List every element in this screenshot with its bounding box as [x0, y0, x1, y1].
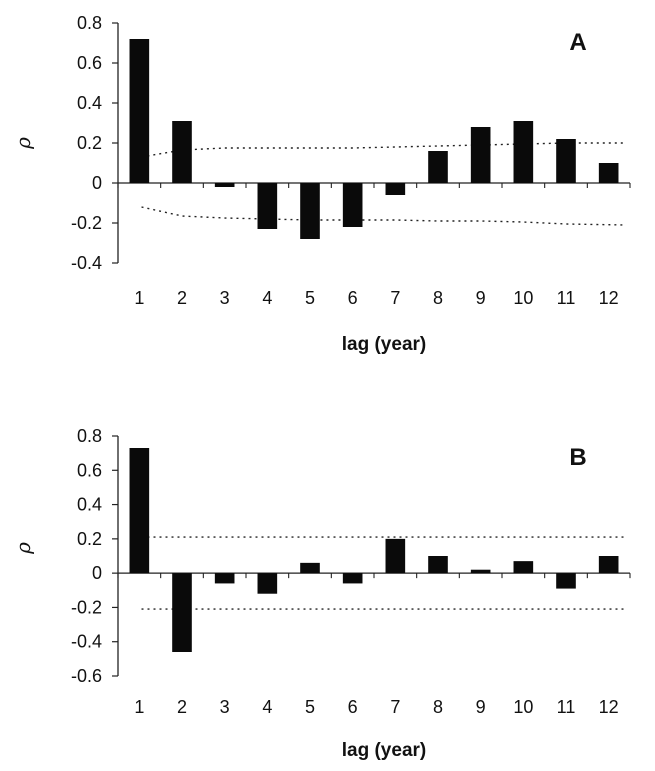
y-tick-label: -0.4 [71, 632, 102, 652]
y-tick-label: 0 [92, 173, 102, 193]
x-tick-label: 11 [557, 288, 576, 308]
x-tick-label: 9 [476, 288, 486, 308]
x-tick-label: 11 [557, 697, 576, 717]
y-tick-label: 0.6 [77, 460, 102, 480]
bar-lag-11 [556, 139, 576, 183]
x-tick-label: 5 [305, 288, 315, 308]
y-tick-label: 0 [92, 563, 102, 583]
bar-lag-8 [428, 556, 448, 574]
x-tick-label: 8 [433, 697, 443, 717]
bar-lag-7 [385, 538, 406, 574]
y-tick-label: 0.8 [77, 13, 102, 33]
y-axis-title: ρ [11, 542, 35, 555]
x-tick-label: 7 [390, 697, 400, 717]
bar-lag-9 [470, 569, 491, 574]
panel-label: B [569, 444, 586, 471]
y-axis-title: ρ [11, 137, 35, 150]
x-tick-label: 10 [513, 288, 533, 308]
bar-lag-6 [342, 573, 363, 584]
x-tick-label: 6 [348, 697, 358, 717]
x-tick-label: 4 [262, 288, 272, 308]
bar-lag-8 [428, 151, 448, 183]
x-tick-label: 1 [134, 288, 144, 308]
x-tick-label: 1 [134, 697, 144, 717]
panel-a: 0.80.60.40.20-0.2-0.41 2 3 4 5 6 7 8 9 10 11 12lag … [11, 13, 631, 355]
x-tick-label: 8 [433, 288, 443, 308]
x-axis-title: lag (year) [342, 740, 426, 761]
bar-lag-12 [598, 556, 619, 574]
bar-lag-4 [257, 573, 278, 594]
x-tick-label: 7 [390, 288, 400, 308]
y-tick-label: -0.2 [71, 213, 102, 233]
y-tick-label: 0.2 [77, 133, 102, 153]
bar-lag-11 [556, 573, 576, 589]
bar-lag-4 [257, 183, 278, 229]
y-tick-label: 0.4 [77, 93, 102, 113]
bar-lag-1 [129, 39, 150, 183]
bar-lag-3 [214, 573, 235, 584]
y-tick-label: 0.6 [77, 53, 102, 73]
y-tick-label: 0.8 [77, 426, 102, 446]
x-tick-label: 3 [220, 288, 230, 308]
x-axis-title: lag (year) [342, 334, 426, 355]
x-tick-label: 9 [476, 697, 486, 717]
y-tick-label: -0.4 [71, 253, 102, 273]
bar-lag-2 [172, 121, 192, 183]
x-tick-label: 6 [348, 288, 358, 308]
panel-label: A [569, 29, 586, 56]
confidence-lower-line [141, 206, 627, 226]
x-tick-label: 5 [305, 697, 315, 717]
x-tick-label: 12 [599, 697, 619, 717]
bar-lag-2 [172, 573, 192, 652]
x-tick-label: 4 [262, 697, 272, 717]
x-tick-label: 3 [220, 697, 230, 717]
bar-lag-7 [385, 183, 406, 195]
y-tick-label: 0.2 [77, 529, 102, 549]
y-tick-label: -0.2 [71, 597, 102, 617]
bar-lag-3 [214, 183, 235, 187]
x-tick-label: 2 [177, 288, 187, 308]
bar-lag-10 [513, 121, 534, 183]
bar-lag-5 [300, 562, 320, 574]
confidence-upper-line [141, 142, 626, 158]
panel-b: 0.80.60.40.20-0.2-0.4-0.61 2 3 4 5 6 7 8 9 10 11 12… [11, 426, 631, 761]
bar-lag-6 [342, 183, 363, 227]
bar-lag-9 [470, 127, 491, 183]
bar-lag-12 [598, 163, 619, 183]
bar-lag-5 [300, 183, 320, 239]
bar-lag-1 [129, 448, 150, 574]
x-tick-label: 2 [177, 697, 187, 717]
x-tick-label: 10 [513, 697, 533, 717]
y-tick-label: -0.6 [71, 666, 102, 686]
x-tick-label: 12 [599, 288, 619, 308]
bar-lag-10 [513, 561, 534, 574]
y-tick-label: 0.4 [77, 495, 102, 515]
